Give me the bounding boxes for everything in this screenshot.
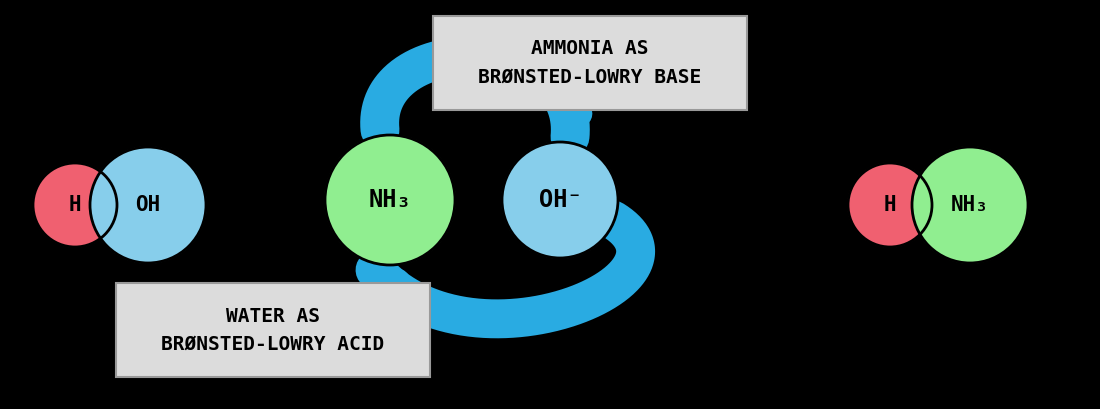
FancyBboxPatch shape bbox=[433, 16, 747, 110]
Text: OH: OH bbox=[135, 195, 161, 215]
Circle shape bbox=[848, 163, 932, 247]
Circle shape bbox=[324, 135, 455, 265]
Text: OH⁻: OH⁻ bbox=[539, 188, 582, 212]
FancyBboxPatch shape bbox=[116, 283, 430, 377]
Text: H: H bbox=[68, 195, 81, 215]
Text: H: H bbox=[883, 195, 896, 215]
Circle shape bbox=[33, 163, 117, 247]
Text: AMMONIA AS
BRØNSTED-LOWRY BASE: AMMONIA AS BRØNSTED-LOWRY BASE bbox=[478, 40, 702, 86]
Text: WATER AS
BRØNSTED-LOWRY ACID: WATER AS BRØNSTED-LOWRY ACID bbox=[162, 306, 385, 353]
Text: NH₃: NH₃ bbox=[952, 195, 989, 215]
Circle shape bbox=[502, 142, 618, 258]
Circle shape bbox=[912, 147, 1028, 263]
Circle shape bbox=[90, 147, 206, 263]
Text: NH₃: NH₃ bbox=[368, 188, 411, 212]
